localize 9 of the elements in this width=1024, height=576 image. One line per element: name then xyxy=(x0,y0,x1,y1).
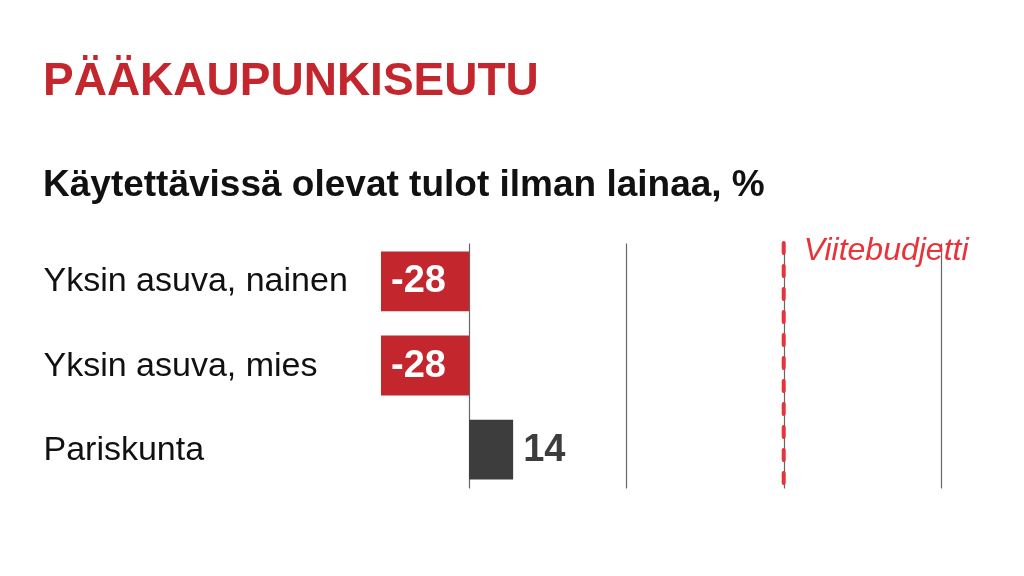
ref-line-label: Viitebudjetti xyxy=(803,231,970,267)
data-label: -28 xyxy=(391,342,446,385)
data-label: -28 xyxy=(391,258,446,301)
y-tick-label: Yksin asuva, mies xyxy=(43,344,318,383)
y-tick-label: Pariskunta xyxy=(43,428,205,467)
chart-title: PÄÄKAUPUNKISEUTU xyxy=(43,53,539,105)
y-tick-label: Yksin asuva, nainen xyxy=(43,260,348,299)
chart-subtitle: Käytettävissä olevat tulot ilman lainaa, % xyxy=(43,163,765,204)
data-label: 14 xyxy=(523,426,566,469)
